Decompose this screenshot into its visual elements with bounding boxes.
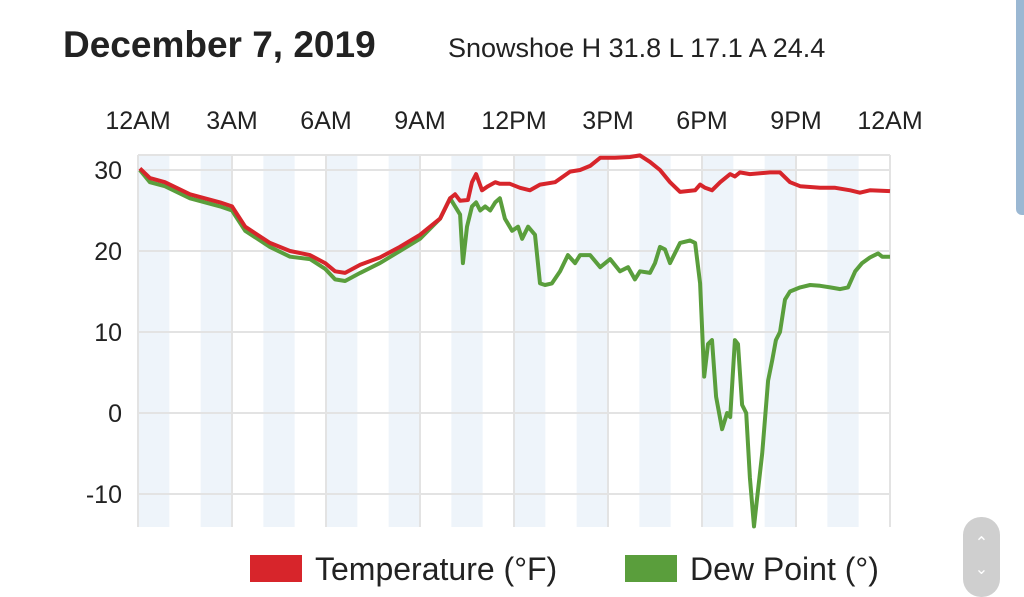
x-tick-label: 9PM [770, 107, 821, 135]
x-tick-label: 12AM [105, 107, 170, 135]
legend-label: Dew Point (°) [690, 551, 879, 587]
y-tick-label: 20 [94, 238, 122, 266]
hour-band [702, 155, 734, 527]
x-tick-label: 6PM [676, 107, 727, 135]
y-tick-label: -10 [86, 481, 122, 509]
page-title: December 7, 2019 [63, 24, 376, 65]
hour-band [639, 155, 671, 527]
x-tick-label: 12PM [481, 107, 546, 135]
hour-band [388, 155, 420, 527]
grid-lines [137, 154, 891, 527]
legend-label: Temperature (°F) [315, 551, 557, 587]
x-axis-labels: 12AM 3AM 6AM 9AM 12PM 3PM 6PM 9PM 12AM [105, 107, 922, 135]
side-panel-edge[interactable] [1016, 0, 1024, 215]
y-tick-label: 10 [94, 319, 122, 347]
hour-band [326, 155, 358, 527]
legend-swatch [625, 555, 677, 582]
series-lines [138, 153, 891, 529]
y-axis-labels: 30 20 10 0 -10 [86, 157, 122, 509]
hour-bands [138, 155, 859, 527]
hour-band [263, 155, 295, 527]
hour-band [138, 155, 170, 527]
dew-point-line [138, 168, 890, 529]
hour-band [576, 155, 608, 527]
legend-swatch [250, 555, 302, 582]
x-tick-label: 3AM [206, 107, 257, 135]
x-tick-label: 6AM [300, 107, 351, 135]
legend: Temperature (°F) Dew Point (°) [250, 551, 879, 587]
hour-band [200, 155, 232, 527]
station-summary: Snowshoe H 31.8 L 17.1 A 24.4 [448, 33, 826, 63]
chevron-up-icon[interactable]: ⌃ [974, 535, 989, 552]
y-tick-label: 0 [108, 400, 122, 428]
chevron-down-icon[interactable]: ⌄ [974, 561, 989, 578]
hour-band [514, 155, 546, 527]
scroll-button[interactable]: ⌃ ⌄ [963, 517, 1000, 597]
x-tick-label: 12AM [857, 107, 922, 135]
x-tick-label: 3PM [582, 107, 633, 135]
y-tick-label: 30 [94, 157, 122, 185]
x-tick-label: 9AM [394, 107, 445, 135]
hour-band [827, 155, 859, 527]
temperature-line [138, 153, 891, 275]
hour-band [451, 155, 483, 527]
hour-band [764, 155, 796, 527]
